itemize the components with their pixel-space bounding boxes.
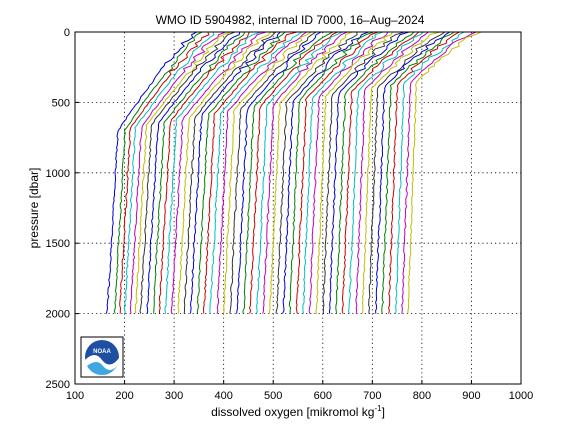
profile-line <box>153 31 246 314</box>
profile-line <box>407 31 482 314</box>
profile-line <box>158 31 250 314</box>
x-tick-label: 800 <box>413 390 431 402</box>
y-tick-label: 1000 <box>46 168 70 180</box>
profile-line <box>129 31 226 314</box>
profile-line <box>375 31 450 314</box>
profile-line <box>302 31 384 314</box>
profile-line <box>209 31 303 314</box>
profile-line <box>123 31 215 314</box>
profile-line <box>388 31 460 314</box>
profile-line <box>196 31 286 314</box>
x-tick-label: 700 <box>363 390 381 402</box>
profile-line <box>341 31 420 314</box>
profile-line <box>262 31 348 314</box>
profile-line <box>335 31 415 314</box>
profile-line <box>164 31 262 314</box>
noaa-logo: NOAA <box>80 336 124 378</box>
profile-line <box>106 31 197 314</box>
profile-line <box>401 31 477 314</box>
plot-frame <box>74 31 522 385</box>
x-tick-label: 1000 <box>509 390 533 402</box>
profile-line <box>322 31 405 314</box>
x-tick-label: 900 <box>462 390 480 402</box>
profile-line <box>190 31 281 314</box>
profile-line <box>177 31 272 314</box>
y-tick-label: 1500 <box>46 238 70 250</box>
profile-line <box>242 31 333 314</box>
y-tick-label: 500 <box>52 97 70 109</box>
profile-line <box>170 31 267 314</box>
x-tick-label: 500 <box>264 390 282 402</box>
profile-line <box>249 31 338 314</box>
profile-line <box>288 31 374 314</box>
x-tick-label: 600 <box>314 390 332 402</box>
x-tick-label: 300 <box>165 390 183 402</box>
svg-text:NOAA: NOAA <box>93 349 111 355</box>
y-tick-label: 2000 <box>46 309 70 321</box>
profile-line <box>222 31 312 314</box>
profile-line <box>315 31 394 314</box>
y-axis-label: pressure [dbar] <box>27 168 41 249</box>
x-axis-label: dissolved oxygen [mikromol kg-1] <box>211 404 385 419</box>
x-tick-label: 400 <box>214 390 232 402</box>
y-tick-label: 2500 <box>46 379 70 391</box>
profile-line <box>361 31 441 314</box>
profile-line <box>281 31 369 314</box>
profile-line <box>268 31 353 314</box>
profile-line <box>368 31 446 314</box>
profile-line <box>395 31 465 314</box>
profile-line <box>275 31 358 314</box>
grid-lines <box>75 32 521 384</box>
profile-line <box>255 31 343 314</box>
profile-line <box>295 31 379 314</box>
profile-line <box>139 31 236 314</box>
profile-line <box>381 31 455 314</box>
x-tick-label: 200 <box>115 390 133 402</box>
profile-line <box>308 31 389 314</box>
profile-line <box>119 31 210 314</box>
profile-line <box>134 31 231 314</box>
profile-line <box>113 31 203 314</box>
profile-line <box>183 31 276 314</box>
profile-line <box>328 31 410 314</box>
profile-line <box>202 31 298 314</box>
profile-line <box>347 31 424 314</box>
profile-line <box>216 31 307 314</box>
x-tick-label: 100 <box>66 390 84 402</box>
profile-line <box>236 31 322 314</box>
profile-lines <box>106 31 482 314</box>
y-axis-ticks: 0 500 1000 1500 2000 2500 <box>46 27 79 391</box>
profile-line <box>355 31 429 314</box>
profile-line <box>146 31 241 314</box>
x-axis-ticks: 100 200 300 400 500 600 700 800 900 1000 <box>66 380 533 402</box>
profile-line <box>229 31 317 314</box>
chart-title: WMO ID 5904982, internal ID 7000, 16–Aug… <box>156 13 425 27</box>
y-tick-label: 0 <box>64 27 70 39</box>
